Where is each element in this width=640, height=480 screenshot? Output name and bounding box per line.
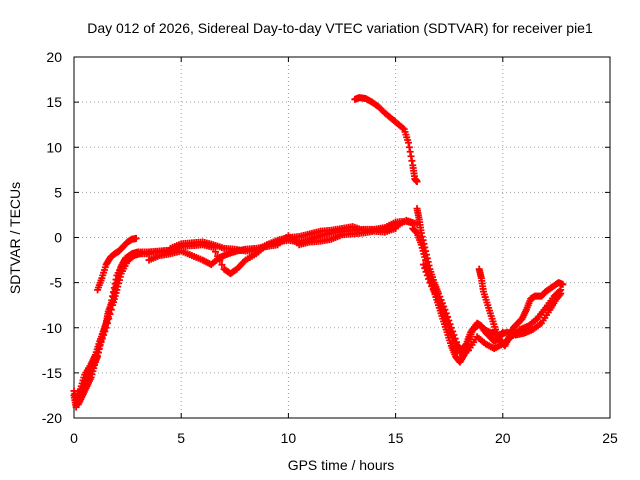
data-point	[101, 327, 109, 335]
series-fall-c	[419, 261, 565, 357]
data-point	[428, 282, 436, 290]
data-point	[218, 261, 226, 269]
y-tick-label: 20	[46, 49, 62, 65]
series-early-rise-b	[72, 250, 153, 404]
series-plateau-c	[145, 216, 421, 278]
data-point	[107, 306, 115, 314]
series-early-branch	[94, 234, 140, 294]
data-point	[209, 243, 217, 251]
data-point	[413, 178, 421, 186]
x-tick-label: 15	[388, 430, 404, 446]
data-point	[431, 289, 439, 297]
data-point	[96, 342, 104, 350]
data-point	[446, 326, 454, 334]
data-point	[559, 280, 567, 288]
y-tick-label: -15	[42, 365, 62, 381]
data-point	[448, 334, 456, 342]
data-point	[419, 261, 427, 269]
series-high-segment	[351, 94, 421, 186]
chart-title: Day 012 of 2026, Sidereal Day-to-day VTE…	[87, 20, 593, 36]
data-point	[436, 301, 444, 309]
data-point	[105, 315, 113, 323]
data-point	[106, 310, 114, 318]
data-point	[421, 264, 429, 272]
data-point	[97, 338, 105, 346]
series-late-recovery-a	[475, 265, 567, 350]
x-tick-label: 5	[177, 430, 185, 446]
y-tick-label: 5	[54, 184, 62, 200]
axis-ticks: 0 5 10 15 20 25 -20 -15 -10 -5 0 5 10 15 20	[42, 49, 618, 446]
y-tick-label: 10	[46, 139, 62, 155]
x-tick-label: 0	[70, 430, 78, 446]
data-points	[70, 94, 567, 411]
data-point	[216, 256, 224, 264]
data-point	[434, 297, 442, 305]
data-point	[443, 319, 451, 327]
data-point	[440, 310, 448, 318]
data-point	[102, 324, 110, 332]
x-tick-label: 20	[495, 430, 511, 446]
data-point	[98, 335, 106, 343]
series-early-rise-c	[70, 249, 147, 408]
data-point	[139, 249, 147, 257]
data-point	[441, 315, 449, 323]
data-point	[423, 271, 431, 279]
y-tick-label: 0	[54, 230, 62, 246]
data-point	[422, 268, 430, 276]
data-point	[447, 330, 455, 338]
x-tick-label: 10	[281, 430, 297, 446]
data-point	[399, 124, 407, 132]
data-point	[438, 306, 446, 314]
data-point	[214, 252, 222, 260]
x-axis-label: GPS time / hours	[288, 457, 395, 473]
y-axis-label: SDTVAR / TECUs	[7, 182, 23, 294]
x-tick-label: 25	[602, 430, 618, 446]
data-point	[425, 275, 433, 283]
y-tick-label: -20	[42, 410, 62, 426]
y-tick-label: -5	[50, 275, 63, 291]
data-point	[212, 248, 220, 256]
data-point	[429, 286, 437, 294]
data-point	[103, 319, 111, 327]
data-point	[132, 234, 140, 242]
data-point	[557, 289, 565, 297]
series-late-recovery-b	[477, 289, 565, 339]
data-point	[444, 323, 452, 331]
y-tick-label: 15	[46, 94, 62, 110]
data-point	[426, 279, 434, 287]
data-point	[433, 293, 441, 301]
y-tick-label: -10	[42, 320, 62, 336]
data-point	[100, 331, 108, 339]
